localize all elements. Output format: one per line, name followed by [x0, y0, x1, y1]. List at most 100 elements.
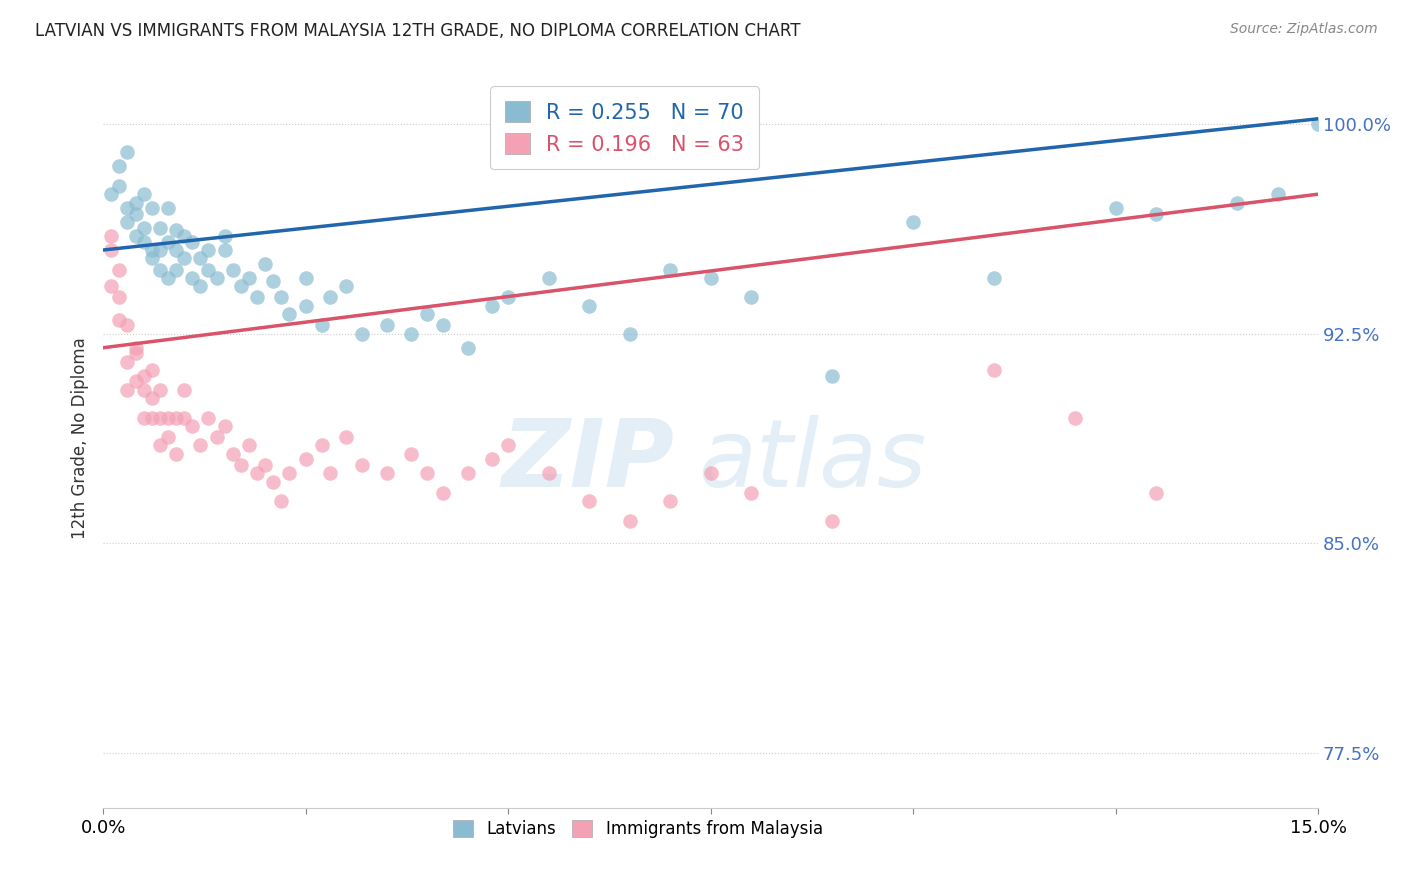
Point — [537, 467, 560, 481]
Point — [124, 341, 146, 355]
Point — [214, 229, 236, 244]
Point — [1104, 201, 1126, 215]
Point — [254, 257, 277, 271]
Legend: Latvians, Immigrants from Malaysia: Latvians, Immigrants from Malaysia — [446, 813, 830, 845]
Point — [141, 201, 163, 215]
Point — [352, 326, 374, 341]
Point — [156, 430, 179, 444]
Point — [108, 290, 131, 304]
Point — [205, 430, 228, 444]
Point — [214, 418, 236, 433]
Point — [124, 346, 146, 360]
Point — [117, 145, 139, 160]
Point — [141, 391, 163, 405]
Point — [399, 447, 422, 461]
Point — [481, 299, 503, 313]
Point — [1144, 486, 1167, 500]
Point — [238, 438, 260, 452]
Point — [821, 514, 844, 528]
Point — [173, 383, 195, 397]
Point — [132, 383, 155, 397]
Point — [156, 410, 179, 425]
Point — [1064, 410, 1087, 425]
Point — [117, 201, 139, 215]
Point — [659, 262, 682, 277]
Point — [165, 262, 187, 277]
Point — [335, 279, 357, 293]
Point — [205, 271, 228, 285]
Point — [181, 235, 204, 249]
Point — [156, 271, 179, 285]
Point — [124, 207, 146, 221]
Point — [156, 201, 179, 215]
Point — [578, 299, 600, 313]
Point — [319, 290, 342, 304]
Point — [165, 447, 187, 461]
Point — [619, 514, 641, 528]
Point — [149, 438, 172, 452]
Point — [246, 467, 269, 481]
Point — [311, 438, 333, 452]
Point — [262, 475, 284, 489]
Point — [188, 252, 211, 266]
Point — [481, 452, 503, 467]
Point — [270, 494, 292, 508]
Point — [294, 452, 316, 467]
Point — [659, 494, 682, 508]
Point — [352, 458, 374, 472]
Point — [983, 363, 1005, 377]
Point — [1308, 117, 1330, 131]
Point — [173, 252, 195, 266]
Point — [149, 383, 172, 397]
Text: ZIP: ZIP — [502, 415, 675, 507]
Point — [222, 262, 245, 277]
Point — [619, 326, 641, 341]
Point — [149, 410, 172, 425]
Point — [141, 363, 163, 377]
Point — [278, 467, 301, 481]
Point — [238, 271, 260, 285]
Point — [149, 243, 172, 257]
Point — [132, 410, 155, 425]
Point — [117, 383, 139, 397]
Point — [165, 223, 187, 237]
Point — [100, 243, 122, 257]
Point — [432, 318, 454, 333]
Point — [132, 220, 155, 235]
Point — [496, 438, 519, 452]
Point — [270, 290, 292, 304]
Point — [141, 252, 163, 266]
Point — [699, 271, 721, 285]
Point — [1226, 195, 1249, 210]
Point — [278, 307, 301, 321]
Point — [294, 299, 316, 313]
Point — [399, 326, 422, 341]
Point — [108, 178, 131, 193]
Point — [100, 229, 122, 244]
Point — [375, 318, 398, 333]
Point — [432, 486, 454, 500]
Point — [156, 235, 179, 249]
Point — [132, 235, 155, 249]
Point — [214, 243, 236, 257]
Point — [457, 341, 479, 355]
Point — [229, 279, 252, 293]
Point — [165, 410, 187, 425]
Point — [375, 467, 398, 481]
Point — [181, 418, 204, 433]
Point — [197, 243, 219, 257]
Point — [983, 271, 1005, 285]
Text: Source: ZipAtlas.com: Source: ZipAtlas.com — [1230, 22, 1378, 37]
Point — [117, 215, 139, 229]
Point — [117, 318, 139, 333]
Point — [188, 279, 211, 293]
Point — [197, 262, 219, 277]
Text: atlas: atlas — [699, 415, 927, 506]
Point — [132, 368, 155, 383]
Point — [496, 290, 519, 304]
Point — [229, 458, 252, 472]
Point — [1144, 207, 1167, 221]
Point — [117, 354, 139, 368]
Point — [416, 307, 439, 321]
Point — [578, 494, 600, 508]
